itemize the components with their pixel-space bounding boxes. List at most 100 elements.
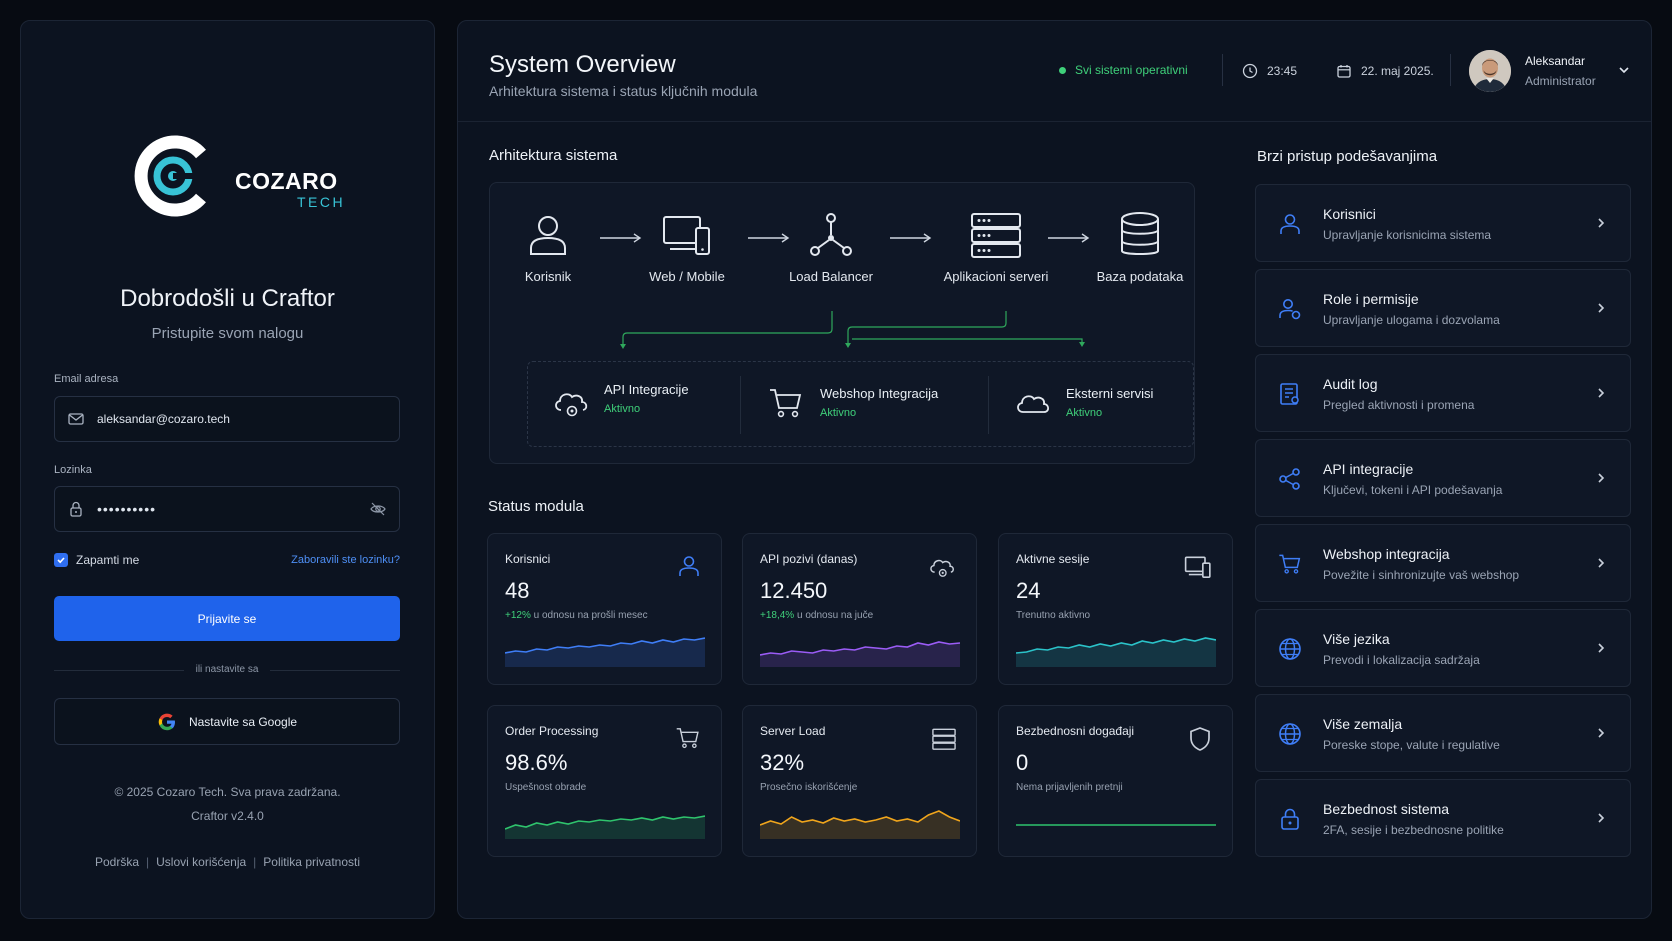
lock-icon xyxy=(70,501,82,517)
login-button[interactable]: Prijavite se xyxy=(54,596,400,641)
privacy-link[interactable]: Politika privatnosti xyxy=(263,855,361,869)
integration-webshop[interactable]: Webshop Integracija Aktivno xyxy=(768,386,938,420)
eye-off-icon[interactable] xyxy=(369,500,387,518)
email-field[interactable]: aleksandar@cozaro.tech xyxy=(54,396,400,442)
quick-access-languages[interactable]: Više jezika Prevodi i lokalizacija sadrž… xyxy=(1255,609,1631,687)
quick-access-subtitle: Upravljanje ulogama i dozvolama xyxy=(1323,313,1500,327)
quick-access-title: Više zemalja xyxy=(1323,716,1403,732)
arrow-right-icon xyxy=(748,233,790,243)
sparkline-area xyxy=(760,642,960,667)
user-icon xyxy=(1280,214,1300,234)
node-label: Web / Mobile xyxy=(649,269,725,284)
card-note: Prosečno iskorišćenje xyxy=(760,782,858,793)
date: 22. maj 2025. xyxy=(1336,63,1434,79)
card-subtitle: +18,4% u odnosu na juče xyxy=(760,610,873,621)
copyright: © 2025 Cozaro Tech. Sva prava zadržana. xyxy=(114,785,341,799)
card-delta: +12% xyxy=(505,610,531,621)
architecture-title: Arhitektura sistema xyxy=(489,147,618,164)
or-divider: ili nastavite sa xyxy=(54,663,400,677)
quick-access-security[interactable]: Bezbednost sistema 2FA, sesije i bezbedn… xyxy=(1255,779,1631,857)
quick-access-api[interactable]: API integracije Ključevi, tokeni i API p… xyxy=(1255,439,1631,517)
cart-icon xyxy=(676,728,699,749)
quick-access-title: Više jezika xyxy=(1323,631,1390,647)
quick-access-subtitle: Upravljanje korisnicima sistema xyxy=(1323,228,1492,242)
node-label: Korisnik xyxy=(524,269,572,284)
card-value: 98.6% xyxy=(505,750,568,775)
login-panel: COZARO TECH Dobrodošli u Craftor Pristup… xyxy=(20,20,435,919)
remember-checkbox[interactable] xyxy=(54,553,68,567)
avatar[interactable] xyxy=(1469,50,1511,92)
chevron-right-icon xyxy=(1598,473,1605,483)
sparkline xyxy=(1016,637,1216,667)
remember-label: Zapamti me xyxy=(76,553,140,567)
sparkline-line xyxy=(505,637,705,654)
devices-icon xyxy=(663,216,710,255)
module-card-users[interactable]: Korisnici 48 +12% u odnosu na prošli mes… xyxy=(487,533,722,685)
quick-access-roles[interactable]: Role i permisije Upravljanje ulogama i d… xyxy=(1255,269,1631,347)
lock-icon xyxy=(1281,808,1299,830)
support-link[interactable]: Podrška xyxy=(94,855,140,869)
integration-status: Aktivno xyxy=(1066,407,1103,419)
brand-name: COZARO xyxy=(235,168,338,194)
card-subtitle: +12% u odnosu na prošli mesec xyxy=(505,610,648,621)
card-title: Aktivne sesije xyxy=(1016,552,1090,566)
card-value: 0 xyxy=(1016,750,1029,775)
node-load-balancer: Load Balancer xyxy=(761,211,901,284)
quick-access-subtitle: Pregled aktivnosti i promena xyxy=(1323,398,1475,412)
google-label: Nastavite sa Google xyxy=(188,714,298,729)
page-subtitle: Arhitektura sistema i status ključnih mo… xyxy=(489,83,758,99)
card-note: Nema prijavljenih pretnji xyxy=(1016,782,1123,793)
module-card-sessions[interactable]: Aktivne sesije 24 Trenutno aktivno xyxy=(998,533,1233,685)
user-role: Administrator xyxy=(1525,74,1596,88)
card-title: Order Processing xyxy=(505,724,599,738)
sparkline-area xyxy=(505,638,705,667)
card-title: Server Load xyxy=(760,724,826,738)
user-icon xyxy=(679,556,699,576)
load-balancer-icon xyxy=(810,213,852,256)
user-name: Aleksandar xyxy=(1525,54,1586,68)
quick-access-title: Korisnici xyxy=(1323,206,1376,222)
module-card-orders[interactable]: Order Processing 98.6% Uspešnost obrade xyxy=(487,705,722,857)
quick-access-audit-log[interactable]: Audit log Pregled aktivnosti i promena xyxy=(1255,354,1631,432)
integration-external[interactable]: Eksterni servisi Aktivno xyxy=(1014,386,1153,419)
node-label: Baza podataka xyxy=(1096,269,1184,284)
chevron-right-icon xyxy=(1598,813,1605,823)
card-value: 12.450 xyxy=(760,578,828,603)
integration-status: Aktivno xyxy=(604,403,641,415)
chevron-down-icon[interactable] xyxy=(1617,63,1631,77)
module-card-server-load[interactable]: Server Load 32% Prosečno iskorišćenje xyxy=(742,705,977,857)
card-note: u odnosu na prošli mesec xyxy=(530,610,648,621)
sparkline xyxy=(505,815,705,839)
integrations-box: API Integracije Aktivno Webshop Integrac… xyxy=(527,361,1194,447)
card-subtitle: Nema prijavljenih pretnji xyxy=(1016,782,1123,793)
database-icon xyxy=(1121,212,1159,255)
arrow-right-icon xyxy=(600,233,642,243)
logo-mark-icon xyxy=(134,135,206,217)
google-login-button[interactable]: Nastavite sa Google xyxy=(54,698,400,745)
module-card-security[interactable]: Bezbednosni događaji 0 Nema prijavljenih… xyxy=(998,705,1233,857)
check-icon xyxy=(57,557,65,564)
sparkline-area xyxy=(1016,638,1216,667)
node-korisnik: Korisnik xyxy=(478,211,618,284)
sparkline-line xyxy=(1016,637,1216,654)
terms-link[interactable]: Uslovi korišćenja xyxy=(156,855,247,869)
architecture-diagram: Korisnik Web / Mobile Load Balancer Apli… xyxy=(489,182,1195,464)
password-field[interactable]: •••••••••• xyxy=(54,486,400,532)
quick-access-countries[interactable]: Više zemalja Poreske stope, valute i reg… xyxy=(1255,694,1631,772)
remember-me[interactable]: Zapamti me xyxy=(54,553,139,567)
password-value: •••••••••• xyxy=(97,501,157,517)
card-subtitle: Trenutno aktivno xyxy=(1016,610,1090,621)
node-database: Baza podataka xyxy=(1065,211,1215,284)
forgot-password-link[interactable]: Zaboravili ste lozinku? xyxy=(291,554,400,566)
quick-access-users[interactable]: Korisnici Upravljanje korisnicima sistem… xyxy=(1255,184,1631,262)
quick-access-subtitle: 2FA, sesije i bezbednosne politike xyxy=(1323,823,1504,837)
sparkline xyxy=(760,641,960,667)
welcome-subtitle: Pristupite svom nalogu xyxy=(151,325,304,342)
integration-api[interactable]: API Integracije Aktivno xyxy=(552,382,689,420)
module-card-api-calls[interactable]: API pozivi (danas) 12.450 +18,4% u odnos… xyxy=(742,533,977,685)
card-note: u odnosu na juče xyxy=(794,610,874,621)
page-title: System Overview xyxy=(489,51,676,78)
globe-icon xyxy=(1279,723,1301,745)
quick-access-webshop[interactable]: Webshop integracija Povežite i sinhroniz… xyxy=(1255,524,1631,602)
status-dot xyxy=(1059,66,1066,74)
